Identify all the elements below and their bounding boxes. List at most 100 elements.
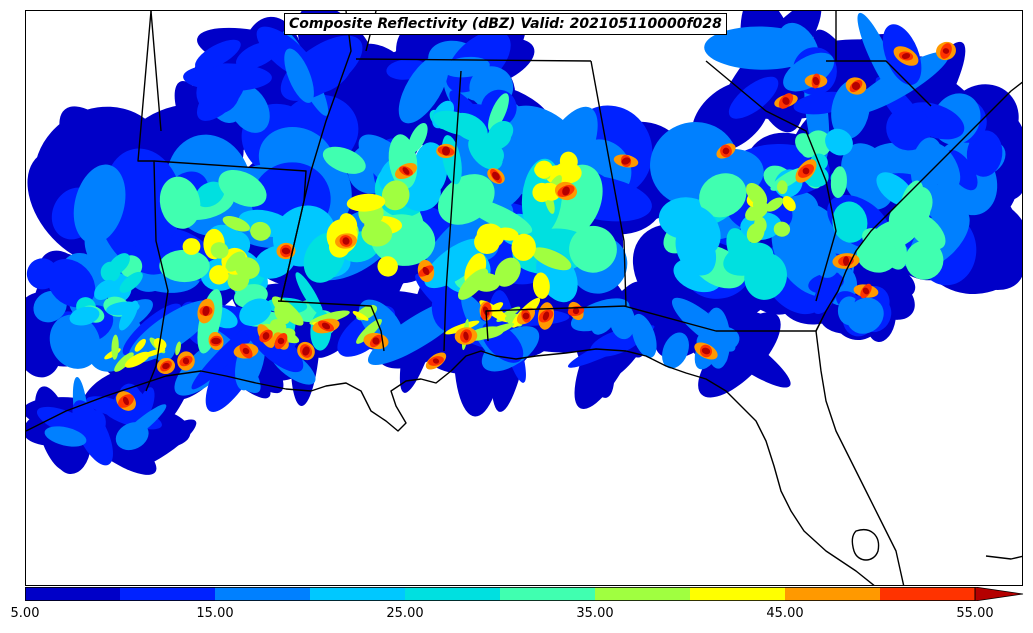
echo-cell: [483, 144, 504, 166]
echo-cell: [402, 167, 410, 175]
echo-cell: [675, 205, 721, 256]
colorbar-tick-label: 35.00: [576, 606, 614, 621]
echo-cell: [361, 220, 393, 247]
echo-cell: [211, 337, 221, 345]
map-panel: [25, 10, 1023, 586]
echo-cell: [398, 54, 449, 124]
echo-cell: [195, 39, 241, 70]
echo-cell: [487, 120, 514, 146]
lake-okeechobee-outline: [851, 529, 880, 561]
echo-cell: [115, 422, 149, 451]
echo-cell: [699, 173, 747, 218]
state-border-ms-tn: [150, 11, 162, 132]
echo-cell: [901, 53, 911, 59]
echo-cell: [222, 216, 250, 232]
echo-cell: [445, 320, 480, 335]
echo-cell: [812, 76, 820, 86]
echo-cell: [123, 396, 129, 406]
echo-cell: [569, 225, 617, 273]
echo-cell: [830, 166, 847, 198]
echo-cell: [906, 186, 933, 221]
echo-cell: [174, 81, 214, 150]
echo-cell: [562, 186, 570, 196]
echo-cell: [542, 311, 550, 321]
echo-cell: [235, 257, 260, 279]
colorbar-bin: [215, 587, 311, 601]
state-border-la-ms: [277, 300, 385, 352]
echo-cell: [752, 198, 766, 212]
echo-cell: [182, 238, 201, 255]
echo-cell: [302, 346, 310, 356]
echo-cell: [196, 70, 240, 114]
state-border-tn-south: [355, 58, 592, 62]
echo-cell: [812, 272, 841, 315]
colorbar-bin: [595, 587, 691, 601]
map-title: Composite Reflectivity (dBZ) Valid: 2021…: [284, 13, 727, 35]
echo-cell: [372, 337, 380, 345]
gulf-coastline: [26, 348, 875, 585]
echo-cell: [773, 221, 791, 237]
echo-cell: [408, 122, 428, 154]
echo-cell: [44, 426, 87, 447]
echo-cell: [728, 76, 779, 119]
colorbar-bin: [120, 587, 216, 601]
colorbar-bin: [25, 587, 121, 601]
state-border-nc-sc: [826, 60, 932, 107]
echo-cell: [202, 306, 210, 316]
echo-cell: [783, 52, 835, 92]
colorbar-tick-label: 5.00: [10, 606, 40, 621]
echo-cell: [141, 348, 166, 358]
echo-cell: [94, 279, 116, 300]
echo-cell: [137, 387, 155, 422]
echo-cell: [72, 400, 113, 466]
colorbar-extend-arrow: [974, 587, 1024, 601]
echo-cell: [458, 268, 489, 300]
state-border-ms-al: [280, 11, 352, 302]
echo-cell: [765, 197, 784, 212]
echo-cell: [69, 306, 100, 326]
echo-cell: [531, 247, 572, 271]
echo-cell: [175, 341, 181, 356]
echo-cell: [134, 338, 146, 352]
echo-cell: [511, 233, 536, 261]
colorbar-outline: [25, 587, 976, 601]
echo-cell: [966, 130, 1003, 177]
echo-cell: [473, 323, 515, 341]
colorbar-tick-label: 25.00: [386, 606, 424, 621]
colorbar-bin: [690, 587, 786, 601]
colorbar-bin: [405, 587, 501, 601]
bahamas-outline: [985, 555, 1022, 560]
echo-cell: [621, 157, 631, 165]
echo-cell: [271, 296, 304, 326]
echo-cell: [281, 247, 291, 255]
echo-cell: [159, 249, 210, 283]
echo-cell: [195, 181, 225, 208]
echo-cell: [209, 265, 229, 285]
colorbar-tick-label: 45.00: [766, 606, 804, 621]
atlantic-coastline-fl: [815, 330, 905, 585]
echo-cell: [377, 256, 398, 277]
echo-cell: [49, 314, 101, 369]
echo-cell: [352, 311, 369, 321]
echo-cell: [111, 334, 119, 360]
echo-cell: [496, 227, 519, 241]
atlantic-coastline-se: [815, 81, 1022, 332]
echo-cell: [795, 133, 819, 158]
echo-cell: [104, 148, 183, 250]
echo-cell: [182, 357, 190, 365]
echo-cell: [851, 81, 861, 91]
echo-cell: [704, 26, 818, 70]
echo-cell: [534, 160, 553, 179]
echo-cell: [321, 322, 331, 330]
echo-cell: [250, 221, 271, 241]
echo-cell: [776, 180, 788, 195]
echo-cell: [159, 176, 201, 229]
echo-cell: [492, 171, 500, 181]
echo-cell: [197, 289, 223, 354]
echo-cell: [442, 56, 490, 78]
colorbar-bin: [500, 587, 596, 601]
state-border-ms-al-line: [443, 70, 462, 352]
echo-cell: [782, 97, 790, 105]
echo-cell: [540, 182, 561, 201]
